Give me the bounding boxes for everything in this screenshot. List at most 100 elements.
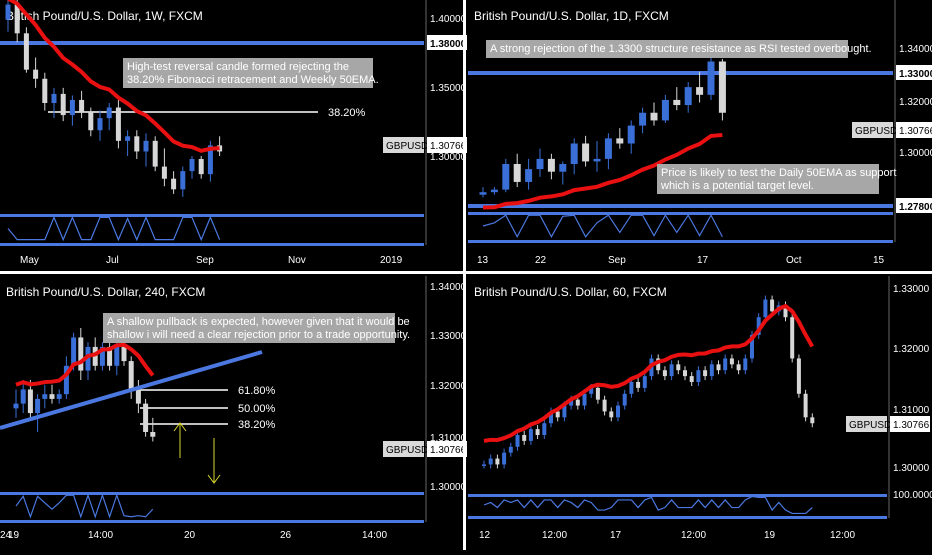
candle-body <box>559 164 567 172</box>
y-tick-label: 1.32000 <box>430 381 467 392</box>
chart-title: British Pound/U.S. Dollar, 240, FXCM <box>6 285 205 299</box>
candle-body <box>770 299 775 312</box>
candle-body <box>696 87 704 95</box>
candle-body <box>627 125 635 144</box>
candle-body <box>562 405 567 418</box>
candle-body <box>23 33 29 70</box>
candle-body <box>689 376 694 382</box>
trend-line <box>0 350 263 430</box>
panel-4: British Pound/U.S. Dollar, 60, FXCM 1.330… <box>0 276 932 541</box>
candle-body <box>696 370 701 382</box>
y-tick-label: 1.33000 <box>430 331 467 342</box>
fibonacci-label: 38.20% <box>328 107 366 119</box>
candle-body <box>535 429 540 435</box>
y-tick-label: 1.35000 <box>430 83 467 94</box>
candle-body <box>161 166 167 179</box>
chart-title: British Pound/U.S. Dollar, 1D, FXCM <box>474 9 669 23</box>
y-tick-label: 1.34000 <box>430 282 467 293</box>
candle-body <box>189 159 195 172</box>
current-price-tag <box>427 137 467 153</box>
candle-body <box>35 398 41 414</box>
y-tick-label: 1.32000 <box>899 97 932 108</box>
candle-body <box>763 299 768 318</box>
candle-body <box>502 452 507 465</box>
oscillator-bottom-band <box>468 516 887 519</box>
annotation-text: shallow i will need a clear rejection pr… <box>107 329 410 341</box>
oscillator-top-band <box>0 214 424 217</box>
candle-body <box>150 432 156 437</box>
panel-1: British Pound/U.S. Dollar, 1W, FXCM 1.400… <box>0 0 467 266</box>
candle-body <box>616 405 620 418</box>
candle-body <box>97 118 103 131</box>
y-tick-label: 1.32000 <box>893 344 930 355</box>
candle-body <box>604 138 612 159</box>
candle-body <box>718 61 726 113</box>
candle-body <box>508 446 513 453</box>
x-tick-label: 19 <box>764 530 776 541</box>
candle-body <box>528 429 533 441</box>
level-price-label: 1.27800 <box>899 202 932 213</box>
x-tick-label: 24 <box>0 530 12 541</box>
current-price-label: 1.30766 <box>893 420 930 431</box>
symbol-label: GBPUSD <box>849 420 891 431</box>
x-tick-label: Sep <box>196 255 214 266</box>
candle-body <box>134 136 140 152</box>
candle-body <box>703 370 708 377</box>
candle-body <box>88 112 94 131</box>
candle-body <box>673 99 681 106</box>
candle-body <box>707 61 715 95</box>
level-price-label: 1.38000 <box>430 39 467 50</box>
candle-body <box>575 399 580 406</box>
level-price-label: 1.33000 <box>899 69 932 80</box>
candle-body <box>106 107 112 119</box>
current-price-tag <box>890 416 930 432</box>
candle-body <box>515 435 520 447</box>
candle-body <box>99 346 105 366</box>
candle-body <box>115 107 121 141</box>
x-tick-label: 2019 <box>380 255 403 266</box>
candle-body <box>723 358 728 371</box>
x-tick-label: 12 <box>479 530 491 541</box>
symbol-label: GBPUSD <box>386 141 428 152</box>
candle-body <box>143 140 149 152</box>
panel-3: British Pound/U.S. Dollar, 240, FXCM 1.34… <box>0 276 467 541</box>
x-tick-label: 12:00 <box>542 530 567 541</box>
x-tick-label: 26 <box>280 530 292 541</box>
oscillator-top-band <box>468 212 893 215</box>
candle-body <box>609 411 614 418</box>
level-price-tag <box>427 35 467 50</box>
candle-body <box>602 399 607 412</box>
candle-body <box>716 364 721 371</box>
x-tick-label: 22 <box>535 255 547 266</box>
candle-body <box>593 158 601 162</box>
x-tick-label: May <box>20 255 39 266</box>
candle-body <box>656 358 661 371</box>
ema-50-line <box>482 132 723 210</box>
arrow-down-head <box>207 474 221 484</box>
candles <box>5 0 223 197</box>
level-price-tag <box>896 65 932 80</box>
candle-body <box>595 387 600 400</box>
candle-body <box>502 164 510 190</box>
symbol-label: GBPUSD <box>855 126 897 137</box>
x-tick-label: 12:00 <box>681 530 706 541</box>
oscillator-bottom-band <box>468 240 893 243</box>
symbol-tag <box>846 416 887 432</box>
candle-body <box>20 389 26 404</box>
x-tick-label: 17 <box>697 255 709 266</box>
candle-body <box>676 364 681 371</box>
candle-body <box>547 158 555 172</box>
candle-body <box>171 178 177 190</box>
candle-body <box>642 376 647 388</box>
y-tick-label: 1.31000 <box>430 433 467 444</box>
panel-divider-horizontal <box>0 271 932 274</box>
candle-body <box>79 99 85 113</box>
candle-body <box>490 189 498 193</box>
candle-body <box>56 394 62 399</box>
y-tick-label: 1.30000 <box>430 152 467 163</box>
x-tick-label: Nov <box>288 255 306 266</box>
candle-body <box>750 334 754 359</box>
candle-body <box>107 346 113 366</box>
annotation-text: which is a potential target level. <box>660 180 814 192</box>
resistance-level-line <box>468 204 893 208</box>
